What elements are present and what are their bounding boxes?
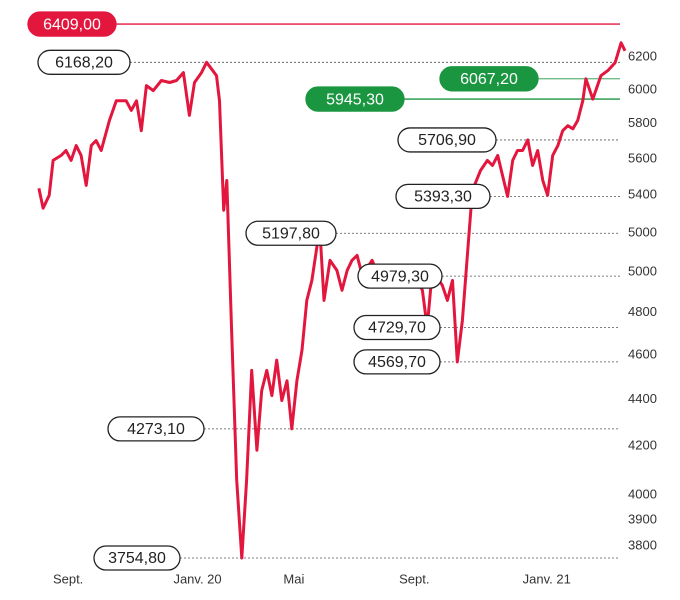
annotation: 4273,10 — [107, 416, 205, 442]
x-tick-label: Sept. — [399, 571, 429, 586]
y-tick-label: 5000 — [628, 224, 657, 239]
annotation-label: 4729,70 — [368, 320, 426, 337]
annotation: 6067,20 — [439, 66, 539, 92]
annotation: 4569,70 — [353, 349, 441, 375]
y-tick-label: 5400 — [628, 187, 657, 202]
annotation-label: 6409,00 — [43, 16, 101, 33]
annotation-pill — [107, 416, 205, 442]
annotation-label: 4569,70 — [368, 354, 426, 371]
x-tick-label: Sept. — [53, 571, 83, 586]
y-tick-label: 4000 — [628, 486, 657, 501]
annotation: 5706,90 — [397, 127, 497, 153]
annotation-pill — [357, 263, 443, 289]
y-tick-label: 4600 — [628, 347, 657, 362]
annotation: 5945,30 — [305, 86, 405, 112]
annotation: 4979,30 — [357, 263, 443, 289]
y-tick-label: 4200 — [628, 438, 657, 453]
x-tick-label: Janv. 21 — [523, 571, 571, 586]
annotation: 4729,70 — [353, 314, 441, 341]
annotation-pill — [353, 349, 441, 375]
annotation-label: 5706,90 — [418, 132, 476, 149]
annotation-pill — [397, 127, 497, 153]
y-tick-label: 5800 — [628, 115, 657, 130]
y-tick-label: 3800 — [628, 538, 657, 553]
annotation-pill — [27, 11, 117, 37]
y-tick-label: 5000 — [628, 263, 657, 278]
annotation-label: 4979,30 — [371, 268, 429, 285]
y-tick-label: 6200 — [628, 49, 657, 64]
annotation-pill — [93, 545, 181, 571]
annotation-label: 4273,10 — [127, 421, 185, 438]
annotation-pill — [395, 183, 491, 210]
annotation-pill — [245, 220, 337, 246]
annotation-pill — [439, 66, 539, 92]
annotation: 5197,80 — [245, 220, 337, 246]
annotation-pill — [37, 49, 131, 75]
annotation-label: 5393,30 — [414, 189, 472, 206]
annotation-label: 3754,80 — [108, 550, 166, 567]
annotation: 3754,80 — [93, 545, 181, 571]
annotation-pill — [353, 314, 441, 341]
y-tick-label: 6000 — [628, 81, 657, 96]
annotation: 6168,20 — [37, 49, 131, 75]
x-tick-label: Janv. 20 — [173, 571, 221, 586]
y-tick-label: 3900 — [628, 512, 657, 527]
y-tick-label: 5600 — [628, 150, 657, 165]
x-tick-label: Mai — [283, 571, 304, 586]
annotation-label: 5945,30 — [326, 91, 384, 108]
annotation-label: 5197,80 — [262, 225, 320, 242]
annotation-label: 6067,20 — [460, 71, 518, 88]
annotation-label: 6168,20 — [55, 55, 113, 72]
annotation: 5393,30 — [395, 183, 491, 210]
annotation: 6409,00 — [27, 11, 117, 37]
y-tick-label: 4400 — [628, 391, 657, 406]
price-line — [37, 41, 627, 560]
annotation-pill — [305, 86, 405, 112]
y-tick-label: 4800 — [628, 304, 657, 319]
